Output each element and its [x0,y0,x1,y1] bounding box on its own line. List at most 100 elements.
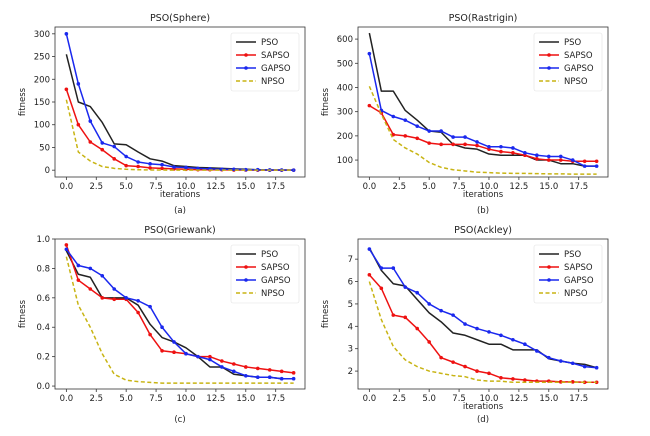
data-point-sapso [487,371,491,376]
data-point-sapso [232,362,236,366]
x-tick-label: 2.5 [393,182,407,192]
data-point-sapso [160,348,164,353]
data-point-sapso [379,286,384,291]
data-point-sapso [582,159,587,164]
data-point-gapso [415,290,420,295]
data-point-sapso [475,143,479,148]
y-tick-label: 0.8 [36,264,50,274]
data-point-gapso [64,247,69,252]
data-point-gapso [148,162,152,166]
data-point-sapso [64,87,69,92]
data-point-sapso [523,378,527,382]
data-point-sapso [243,365,248,369]
data-point-gapso [439,308,443,313]
data-point-gapso [255,375,260,380]
data-point-gapso [136,160,140,164]
data-point-gapso [475,326,479,331]
y-axis-label: fitness [18,87,28,116]
x-tick-label: 0.0 [60,394,74,404]
data-point-gapso [196,354,200,359]
legend: PSO SAPSO GAPSO NPSO [533,32,603,92]
x-tick-label: 15.0 [539,182,558,192]
y-tick-label: 4 [348,322,353,332]
data-point-sapso [439,355,443,360]
data-point-gapso [391,266,396,270]
x-tick-label: 5.0 [422,182,436,192]
legend-label-gapso: GAPSO [564,64,594,74]
data-point-gapso [582,364,587,369]
legend-marker-gapso [244,66,248,70]
series-sapso [64,243,296,375]
series-npso [65,99,294,171]
series-line-npso [368,281,597,384]
legend-marker-gapso [244,278,248,282]
y-tick-label: 0.0 [36,382,50,392]
data-point-sapso [499,376,503,380]
data-point-sapso [172,350,176,355]
y-tick-label: 3 [348,345,353,355]
data-point-gapso [451,313,455,317]
data-point-sapso [88,287,93,291]
y-tick-label: 0.2 [36,353,50,363]
legend-label-gapso: GAPSO [564,276,594,286]
legend-box [230,244,300,304]
data-point-gapso [403,285,408,289]
x-axis-label: iterations [463,190,504,200]
data-point-gapso [427,302,431,306]
y-tick-label: 250 [34,53,50,63]
y-tick-label: 2 [348,367,353,377]
data-point-gapso [558,359,563,363]
data-point-sapso [463,142,467,147]
panel-caption: (b) [477,206,489,216]
x-tick-label: 17.5 [569,182,588,192]
panel-caption: (c) [174,415,185,425]
x-tick-label: 5.0 [422,394,436,404]
data-point-sapso [403,134,408,138]
data-point-gapso [196,166,200,171]
series-line-pso [368,32,597,167]
legend-marker-gapso [547,278,551,282]
series-line-gapso [368,53,597,167]
legend-label-pso: PSO [261,250,279,260]
legend-label-sapso: SAPSO [261,263,290,273]
x-tick-label: 10.0 [177,182,196,192]
legend-marker-gapso [547,66,551,70]
data-point-sapso [136,310,140,315]
y-tick-label: 200 [337,132,353,142]
data-point-sapso [535,157,539,161]
series-sapso [64,87,296,172]
data-point-sapso [291,371,296,375]
plot-frame [357,238,609,390]
data-point-gapso [463,322,467,326]
data-point-sapso [112,157,117,161]
data-point-gapso [475,140,479,144]
data-point-gapso [558,154,563,159]
y-tick-label: 5 [348,300,353,310]
panel-caption: (a) [174,206,186,216]
y-tick-label: 600 [337,35,353,45]
data-point-gapso [291,376,296,381]
data-point-sapso [427,340,431,344]
data-point-sapso [208,354,212,359]
data-point-sapso [367,273,372,277]
data-point-gapso [232,369,236,374]
data-point-gapso [88,266,93,271]
data-point-sapso [594,159,599,164]
y-tick-label: 50 [39,143,50,153]
data-point-sapso [391,132,396,137]
legend-marker-sapso [547,265,551,269]
data-point-gapso [582,164,587,168]
legend-box [533,32,603,92]
y-axis-label: fitness [321,299,331,328]
y-tick-label: 7 [348,255,353,265]
data-point-sapso [148,332,152,337]
legend-label-gapso: GAPSO [261,276,291,286]
series-line-sapso [368,104,597,163]
x-tick-label: 2.5 [90,394,104,404]
legend: PSO SAPSO GAPSO NPSO [230,244,300,304]
x-tick-label: 10.0 [480,394,499,404]
series-line-npso [65,99,294,171]
data-point-gapso [76,82,81,86]
chart-title: PSO(Sphere) [150,13,210,24]
